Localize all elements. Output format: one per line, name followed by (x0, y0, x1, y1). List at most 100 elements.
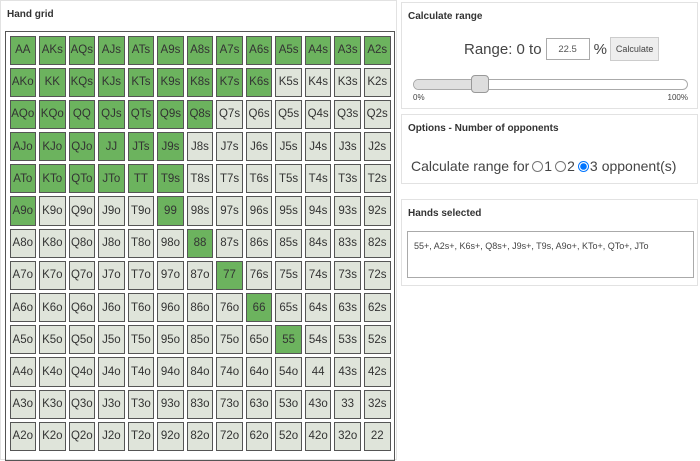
hand-cell[interactable]: 99 (156, 195, 185, 227)
hand-cell[interactable]: T8s (185, 163, 215, 195)
hand-cell[interactable]: 62s (362, 291, 392, 324)
hand-cell[interactable]: 63s (333, 291, 362, 324)
hand-cell[interactable]: J7o (97, 259, 126, 292)
hand-cell[interactable]: A3s (333, 34, 362, 66)
hand-cell[interactable]: 87s (215, 227, 244, 259)
hand-cell[interactable]: 42s (362, 356, 392, 388)
hand-cell[interactable]: Q7s (215, 98, 244, 131)
hand-cell[interactable]: 72s (362, 259, 392, 292)
hand-cell[interactable]: A6o (8, 291, 38, 324)
hand-cell[interactable]: 42o (303, 420, 333, 452)
hand-cell[interactable]: Q8o (67, 227, 97, 259)
hand-cell[interactable]: J3s (333, 131, 362, 163)
hand-cell[interactable]: 84s (303, 227, 333, 259)
hand-cell[interactable]: T6o (126, 291, 156, 324)
hand-cell[interactable]: 64s (303, 291, 333, 324)
hand-cell[interactable]: Q7o (67, 259, 97, 292)
hand-cell[interactable]: 74o (215, 356, 244, 388)
hand-cell[interactable]: 86s (244, 227, 274, 259)
hand-cell[interactable]: 54o (274, 356, 303, 388)
hand-cell[interactable]: K6s (244, 66, 274, 98)
hand-cell[interactable]: 96o (156, 291, 185, 324)
hand-cell[interactable]: Q3s (333, 98, 362, 131)
hand-cell[interactable]: AA (8, 34, 38, 66)
hand-cell[interactable]: 53o (274, 388, 303, 420)
hand-cell[interactable]: 83o (185, 388, 215, 420)
hand-cell[interactable]: A5s (274, 34, 303, 66)
hand-cell[interactable]: A5o (8, 324, 38, 356)
hand-cell[interactable]: 98s (185, 195, 215, 227)
hand-cell[interactable]: 84o (185, 356, 215, 388)
radio-2-opponents[interactable] (555, 160, 567, 172)
hand-cell[interactable]: A2o (8, 420, 38, 452)
hand-cell[interactable]: 98o (156, 227, 185, 259)
hand-cell[interactable]: 43o (303, 388, 333, 420)
hand-cell[interactable]: K7s (215, 66, 244, 98)
hand-cell[interactable]: 97o (156, 259, 185, 292)
hand-cell[interactable]: K4o (38, 356, 67, 388)
hands-selected-textarea[interactable]: 55+, A2s+, K6s+, Q8s+, J9s+, T9s, A9o+, … (407, 231, 694, 278)
hand-cell[interactable]: K3o (38, 388, 67, 420)
hand-cell[interactable]: Q9o (67, 195, 97, 227)
hand-cell[interactable]: Q9s (156, 98, 185, 131)
hand-cell[interactable]: T5o (126, 324, 156, 356)
hand-cell[interactable]: AJo (8, 131, 38, 163)
hand-cell[interactable]: T5s (274, 163, 303, 195)
hand-cell[interactable]: J4s (303, 131, 333, 163)
hand-cell[interactable]: A4s (303, 34, 333, 66)
hand-cell[interactable]: 75o (215, 324, 244, 356)
hand-cell[interactable]: 62o (244, 420, 274, 452)
hand-cell[interactable]: T6s (244, 163, 274, 195)
hand-cell[interactable]: 93o (156, 388, 185, 420)
hand-cell[interactable]: 74s (303, 259, 333, 292)
hand-cell[interactable]: J7s (215, 131, 244, 163)
hand-cell[interactable]: QJs (97, 98, 126, 131)
hand-cell[interactable]: QTs (126, 98, 156, 131)
hand-cell[interactable]: T7s (215, 163, 244, 195)
radio-3-opponents[interactable] (577, 160, 589, 172)
hand-cell[interactable]: J4o (97, 356, 126, 388)
hand-cell[interactable]: 76o (215, 291, 244, 324)
hand-cell[interactable]: AKs (38, 34, 67, 66)
hand-cell[interactable]: 92o (156, 420, 185, 452)
hand-cell[interactable]: ATs (126, 34, 156, 66)
hand-cell[interactable]: 83s (333, 227, 362, 259)
hand-cell[interactable]: 52o (274, 420, 303, 452)
hand-cell[interactable]: 33 (333, 388, 362, 420)
hand-cell[interactable]: K6o (38, 291, 67, 324)
hand-cell[interactable]: 55 (274, 324, 303, 356)
hand-cell[interactable]: Q6s (244, 98, 274, 131)
hand-cell[interactable]: 43s (333, 356, 362, 388)
hand-cell[interactable]: K9s (156, 66, 185, 98)
calculate-button[interactable]: Calculate (609, 37, 660, 61)
hand-cell[interactable]: J9o (97, 195, 126, 227)
hand-cell[interactable]: KTs (126, 66, 156, 98)
hand-cell[interactable]: KJs (97, 66, 126, 98)
hand-cell[interactable]: A6s (244, 34, 274, 66)
hand-cell[interactable]: J6o (97, 291, 126, 324)
hand-cell[interactable]: 82s (362, 227, 392, 259)
hand-cell[interactable]: 96s (244, 195, 274, 227)
hand-cell[interactable]: 63o (244, 388, 274, 420)
hand-cell[interactable]: 77 (215, 259, 244, 292)
hand-cell[interactable]: AQo (8, 98, 38, 131)
hand-cell[interactable]: TT (126, 163, 156, 195)
hand-cell[interactable]: 22 (362, 420, 392, 452)
hand-cell[interactable]: A4o (8, 356, 38, 388)
hand-cell[interactable]: 52s (362, 324, 392, 356)
hand-cell[interactable]: K5s (274, 66, 303, 98)
hand-cell[interactable]: Q8s (185, 98, 215, 131)
hand-cell[interactable]: AJs (97, 34, 126, 66)
radio-1-opponent[interactable] (532, 160, 544, 172)
hand-cell[interactable]: T3o (126, 388, 156, 420)
hand-cell[interactable]: 64o (244, 356, 274, 388)
hand-cell[interactable]: K8o (38, 227, 67, 259)
hand-cell[interactable]: KQo (38, 98, 67, 131)
hand-cell[interactable]: J8s (185, 131, 215, 163)
hand-cell[interactable]: Q5o (67, 324, 97, 356)
hand-cell[interactable]: J2s (362, 131, 392, 163)
hand-cell[interactable]: 65s (274, 291, 303, 324)
hand-cell[interactable]: J9s (156, 131, 185, 163)
hand-cell[interactable]: A3o (8, 388, 38, 420)
hand-cell[interactable]: J3o (97, 388, 126, 420)
